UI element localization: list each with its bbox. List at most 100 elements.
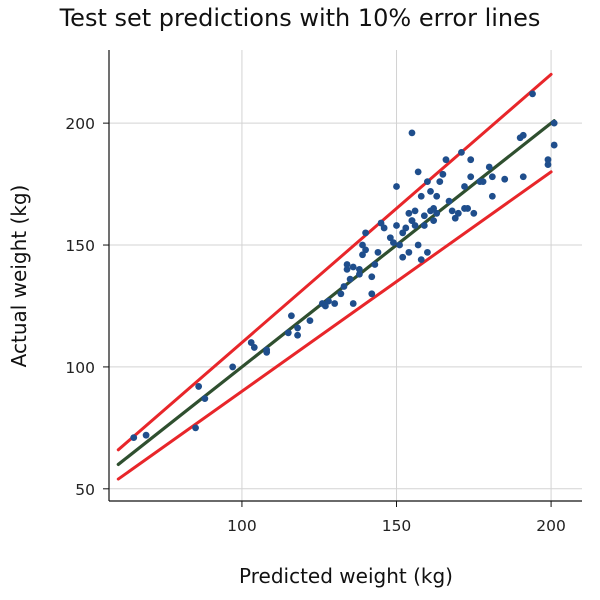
data-point xyxy=(550,141,558,149)
data-point xyxy=(393,183,400,190)
data-point xyxy=(349,263,357,271)
data-point xyxy=(433,192,441,200)
data-point xyxy=(467,156,475,164)
data-point xyxy=(519,173,527,181)
data-point xyxy=(322,302,329,310)
data-point xyxy=(470,209,478,217)
data-point xyxy=(451,214,459,222)
data-point xyxy=(343,261,351,268)
data-point xyxy=(359,241,366,249)
data-point xyxy=(294,324,301,332)
y-axis-label: Actual weight (kg) xyxy=(7,185,31,368)
data-point xyxy=(340,283,348,290)
ticks-layer: 100 150 200 50 100 150 200 xyxy=(65,115,565,535)
data-point xyxy=(356,270,363,278)
data-point xyxy=(430,205,438,212)
y-tick-label: 150 xyxy=(65,237,95,255)
data-point xyxy=(424,248,431,256)
data-point xyxy=(458,148,465,156)
data-point xyxy=(414,168,422,176)
x-tick-label: 200 xyxy=(536,517,566,535)
data-point xyxy=(325,297,332,305)
data-point xyxy=(337,290,345,298)
data-point xyxy=(420,212,428,220)
data-point xyxy=(424,178,431,186)
data-point xyxy=(461,183,468,190)
data-point xyxy=(390,239,397,246)
data-point xyxy=(519,131,527,139)
data-point xyxy=(411,222,419,229)
data-point xyxy=(130,434,138,442)
data-point xyxy=(368,290,376,298)
data-point xyxy=(362,229,369,237)
data-point xyxy=(488,192,496,200)
data-point xyxy=(433,209,441,217)
data-point xyxy=(436,178,444,186)
data-point xyxy=(263,346,271,354)
data-point xyxy=(448,207,456,215)
data-point xyxy=(405,209,413,217)
data-point xyxy=(306,317,314,324)
data-point xyxy=(439,170,447,178)
data-point xyxy=(294,331,301,339)
data-point xyxy=(229,363,237,371)
data-point xyxy=(399,253,407,261)
y-tick-label: 100 xyxy=(65,359,95,377)
lower-error-line xyxy=(116,170,553,481)
data-point xyxy=(393,222,400,229)
data-point xyxy=(192,424,199,432)
data-point xyxy=(380,224,388,232)
x-axis-label: Predicted weight (kg) xyxy=(239,564,453,588)
data-point xyxy=(250,344,258,351)
data-point xyxy=(411,207,419,215)
data-point xyxy=(386,234,394,242)
data-point xyxy=(331,300,339,307)
data-point xyxy=(430,217,438,225)
data-point xyxy=(247,339,255,346)
y-tick-label: 200 xyxy=(65,115,95,133)
data-point xyxy=(346,275,354,283)
x-tick-label: 100 xyxy=(227,517,257,535)
data-point xyxy=(402,224,410,232)
data-point xyxy=(544,156,552,164)
data-point xyxy=(488,173,496,181)
data-point xyxy=(349,300,357,307)
data-point xyxy=(408,129,416,137)
data-point xyxy=(287,312,295,320)
fit-line xyxy=(116,119,556,467)
data-point xyxy=(343,266,351,273)
points-layer xyxy=(130,90,558,442)
data-point xyxy=(445,197,453,205)
data-point xyxy=(359,251,366,259)
data-point xyxy=(374,248,382,256)
data-point xyxy=(479,178,487,186)
chart-title: Test set predictions with 10% error line… xyxy=(59,4,541,32)
data-point xyxy=(414,241,422,249)
grid-layer xyxy=(109,50,582,501)
data-point xyxy=(371,261,379,268)
data-point xyxy=(195,383,203,390)
upper-error-line xyxy=(116,72,553,452)
x-tick-label: 150 xyxy=(382,517,412,535)
data-point xyxy=(529,90,536,98)
data-point xyxy=(396,241,404,249)
data-point xyxy=(544,161,552,168)
data-point xyxy=(485,163,493,171)
data-point xyxy=(417,192,425,200)
data-point xyxy=(427,187,434,195)
data-point xyxy=(377,219,385,227)
data-point xyxy=(405,248,413,256)
data-point xyxy=(201,395,209,403)
lines-layer xyxy=(116,72,556,481)
data-point xyxy=(142,431,150,439)
data-point xyxy=(284,329,292,337)
data-point xyxy=(417,256,425,264)
data-point xyxy=(550,119,558,127)
data-point xyxy=(356,266,363,273)
data-point xyxy=(467,173,475,181)
data-point xyxy=(442,156,450,164)
data-point xyxy=(501,175,509,183)
data-point xyxy=(464,205,472,212)
data-point xyxy=(399,229,407,237)
